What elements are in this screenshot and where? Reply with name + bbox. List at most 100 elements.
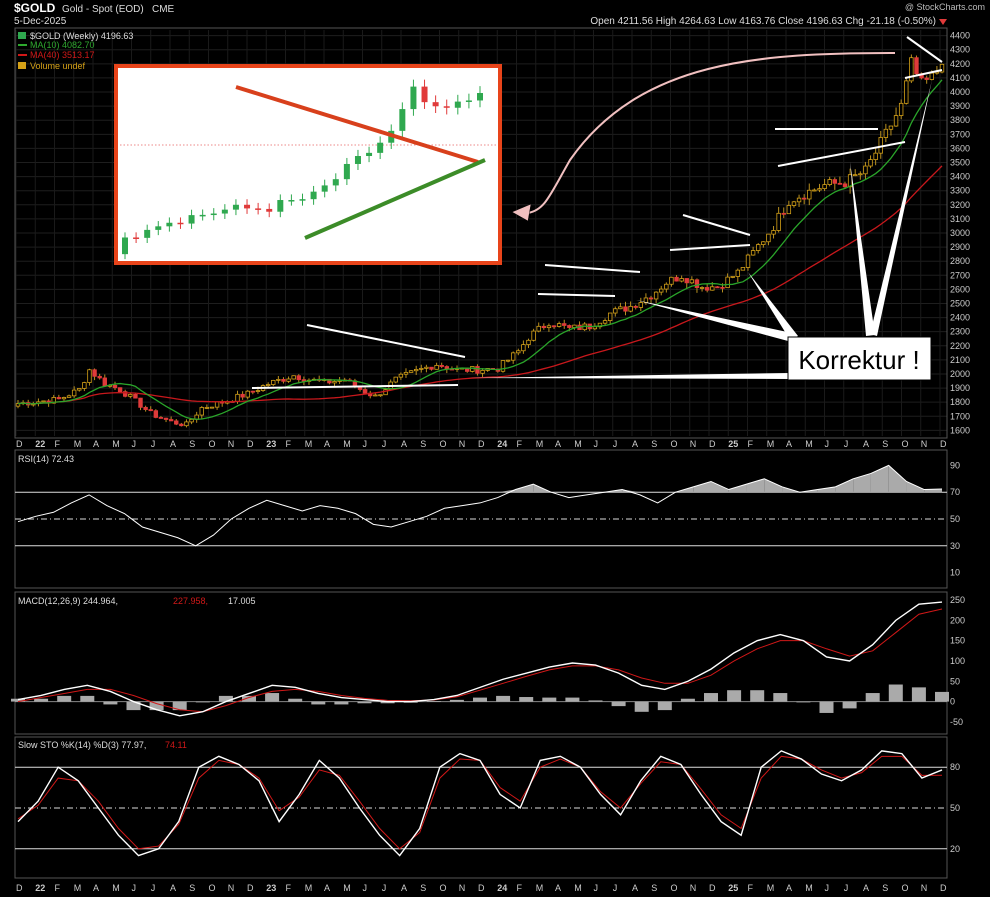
macd-line — [17, 601, 943, 717]
x-tick-label: A — [632, 439, 638, 449]
pointer-2024b — [748, 272, 798, 340]
macd-histogram-bar — [935, 691, 949, 702]
candle-body — [674, 276, 679, 282]
macd-histogram-bar — [704, 693, 718, 702]
price-tick-label: 3800 — [950, 115, 970, 125]
candle-body — [102, 377, 107, 387]
inset-candle-body — [199, 214, 206, 217]
x-tick-label: J — [594, 883, 599, 893]
inset-candle-body — [244, 204, 251, 209]
x-tick-label: M — [74, 439, 82, 449]
inset-zoom — [114, 64, 502, 265]
x-tick-label: J — [132, 439, 137, 449]
candle-body — [362, 389, 368, 394]
candle-body — [653, 291, 659, 300]
x-tick-label: 22 — [35, 883, 45, 893]
sto-k-line — [17, 750, 943, 857]
candle-body — [536, 325, 541, 332]
x-tick-label: S — [882, 883, 888, 893]
macd-panel-frame — [14, 591, 948, 735]
pointer-2024a — [636, 300, 792, 341]
candle-body — [551, 325, 557, 328]
candle-body — [77, 388, 82, 391]
candle-body — [419, 367, 424, 370]
macd-tick-label: 50 — [950, 676, 960, 686]
x-tick-label: J — [844, 883, 849, 893]
trendline-2024b-upper — [682, 214, 751, 236]
candle-body — [592, 326, 598, 330]
candle-body — [71, 389, 77, 397]
candle-body — [791, 201, 797, 206]
macd-histogram-bar — [565, 697, 580, 702]
price-tick-label: 2200 — [950, 341, 970, 351]
price-tick-label: 2400 — [950, 313, 970, 323]
price-tick-label: 2600 — [950, 284, 970, 294]
candle-body — [265, 384, 271, 387]
x-tick-label: M — [536, 439, 544, 449]
candle-body — [730, 276, 735, 278]
price-tick-label: 2700 — [950, 270, 970, 280]
sto-tick-label: 20 — [950, 844, 960, 854]
rsi-fill-segment — [711, 481, 729, 493]
macd-histogram-bar — [265, 693, 280, 702]
candle-body — [638, 302, 644, 308]
x-tick-label: O — [209, 439, 216, 449]
x-tick-label: M — [805, 439, 813, 449]
candle-body — [143, 406, 148, 410]
price-tick-label: 2900 — [950, 242, 970, 252]
x-tick-label: D — [709, 883, 716, 893]
x-tick-label: J — [151, 439, 156, 449]
macd-histogram-bar — [634, 701, 649, 712]
x-tick-label: M — [74, 883, 82, 893]
inset-candle-body — [299, 199, 306, 201]
ohlc-readout: Open 4211.56 High 4264.63 Low 4163.76 Cl… — [590, 16, 936, 27]
macd-label-c: 17.005 — [228, 596, 256, 606]
down-arrow-icon — [939, 19, 947, 25]
inset-candle-body — [443, 106, 450, 108]
candle-body — [873, 152, 878, 161]
candle-body — [837, 182, 843, 185]
macd-histogram-bar — [473, 697, 487, 702]
candle-body — [281, 379, 286, 382]
x-tick-label: O — [671, 439, 678, 449]
inset-candle-body — [354, 156, 361, 164]
macd-histogram-bar — [888, 684, 903, 702]
candle-body — [429, 366, 434, 370]
x-tick-label: A — [786, 883, 792, 893]
candle-body — [526, 339, 531, 346]
x-tick-label: O — [902, 883, 909, 893]
x-tick-label: N — [690, 883, 697, 893]
x-tick-label: D — [16, 883, 23, 893]
x-tick-label: A — [555, 883, 561, 893]
macd-histogram-bar — [426, 701, 441, 702]
x-tick-label: M — [305, 439, 313, 449]
rsi-fill-segment — [906, 481, 925, 493]
trendline-2025-lower — [777, 141, 906, 167]
rsi-line — [17, 464, 943, 547]
x-tick-label: M — [305, 883, 313, 893]
inset-candle-body — [166, 222, 173, 227]
candle-body — [546, 325, 552, 329]
candle-body — [439, 364, 444, 367]
inset-candle-body — [133, 237, 140, 239]
x-tick-label: J — [382, 883, 387, 893]
x-tick-label: M — [574, 439, 582, 449]
macd-histogram-bar — [496, 695, 511, 702]
trendline-2025b-lower — [904, 69, 943, 79]
candle-body — [807, 189, 812, 200]
macd-histogram-bar — [611, 701, 626, 707]
legend-ma10: MA(10) 4082.70 — [30, 40, 95, 50]
price-tick-label: 3400 — [950, 172, 970, 182]
inset-frame — [114, 64, 502, 265]
x-tick-label: M — [536, 883, 544, 893]
macd-histogram-bar — [865, 693, 880, 702]
price-panel-frame — [14, 27, 948, 439]
candle-body — [276, 379, 281, 381]
x-tick-label: M — [805, 883, 813, 893]
candle-body — [505, 359, 511, 362]
candle-body — [56, 397, 62, 400]
x-tick-label: A — [863, 883, 869, 893]
x-tick-label: J — [613, 439, 618, 449]
x-tick-label: N — [690, 439, 697, 449]
candle-body — [909, 57, 914, 82]
